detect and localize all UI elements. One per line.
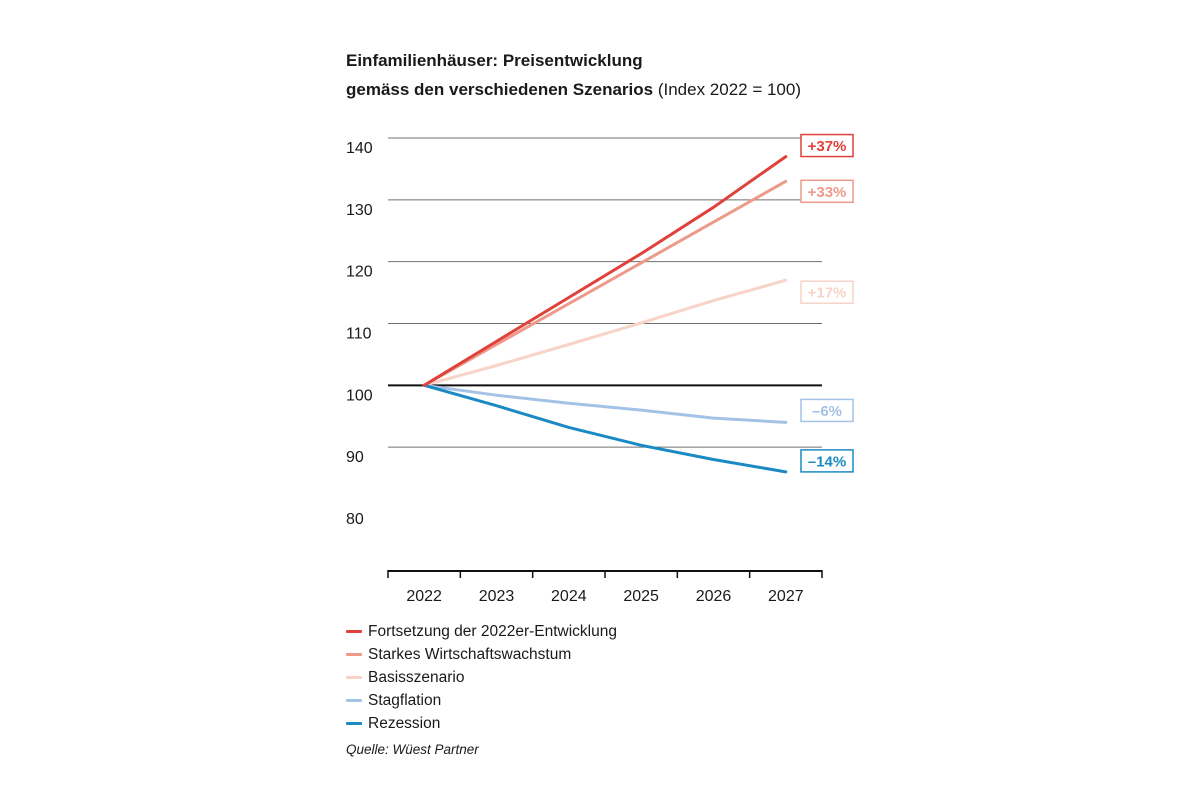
legend-swatch <box>346 676 362 679</box>
end-label-box-5 <box>800 449 854 473</box>
end-label-box-2 <box>800 179 854 204</box>
y-tick-label-110: 110 <box>346 326 372 343</box>
series-line-3 <box>422 278 788 387</box>
legend-swatch <box>346 653 362 656</box>
x-tick-label-2023: 2023 <box>479 588 515 605</box>
title-line-2-suffix: (Index 2022 = 100) <box>653 80 802 99</box>
legend-swatch <box>346 630 362 633</box>
legend-item: Fortsetzung der 2022er-Entwicklung <box>346 620 617 643</box>
legend-item: Starkes Wirtschaftswachstum <box>346 643 617 666</box>
end-label-box-1 <box>800 133 854 158</box>
x-tick-label-2025: 2025 <box>623 588 659 605</box>
legend-label: Fortsetzung der 2022er-Entwicklung <box>368 622 617 640</box>
y-tick-label-120: 120 <box>346 264 373 281</box>
series-line-1 <box>422 155 788 387</box>
end-label-box-3 <box>800 280 854 304</box>
chart-title: Einfamilienhäuser: Preisentwicklung gemä… <box>346 46 801 104</box>
legend-label: Basisszenario <box>368 668 465 686</box>
chart-legend: Fortsetzung der 2022er-Entwicklung Starke… <box>346 620 617 735</box>
y-tick-label-130: 130 <box>346 202 373 219</box>
y-tick-label-100: 100 <box>346 387 373 404</box>
legend-label: Stagflation <box>368 691 442 709</box>
series-line-4 <box>422 383 788 424</box>
x-tick-label-2027: 2027 <box>768 588 804 605</box>
x-tick-label-2024: 2024 <box>551 588 587 605</box>
end-label-4: –6% <box>812 403 842 420</box>
legend-label: Starkes Wirtschaftswachstum <box>368 645 572 663</box>
legend-item: Stagflation <box>346 689 617 712</box>
y-tick-label-80: 80 <box>346 511 364 528</box>
series-line-5 <box>422 383 788 474</box>
y-tick-label-90: 90 <box>346 449 364 466</box>
legend-item: Rezession <box>346 712 617 735</box>
legend-item: Basisszenario <box>346 666 617 689</box>
source-note: Quelle: Wüest Partner <box>346 742 479 757</box>
legend-swatch <box>346 722 362 725</box>
x-tick-label-2026: 2026 <box>696 588 732 605</box>
end-label-5: –14% <box>808 453 846 470</box>
end-label-3: +17% <box>808 285 847 302</box>
end-label-2: +33% <box>808 184 847 201</box>
end-label-1: +37% <box>808 138 847 155</box>
x-tick-label-2022: 2022 <box>406 588 442 605</box>
title-line-2: gemäss den verschiedenen Szenarios <box>346 80 654 99</box>
title-line-1: Einfamilienhäuser: Preisentwicklung <box>346 51 643 70</box>
y-tick-label-140: 140 <box>346 140 373 157</box>
legend-swatch <box>346 699 362 702</box>
legend-label: Rezession <box>368 714 441 732</box>
end-label-box-4 <box>800 398 854 423</box>
series-line-2 <box>422 179 788 387</box>
